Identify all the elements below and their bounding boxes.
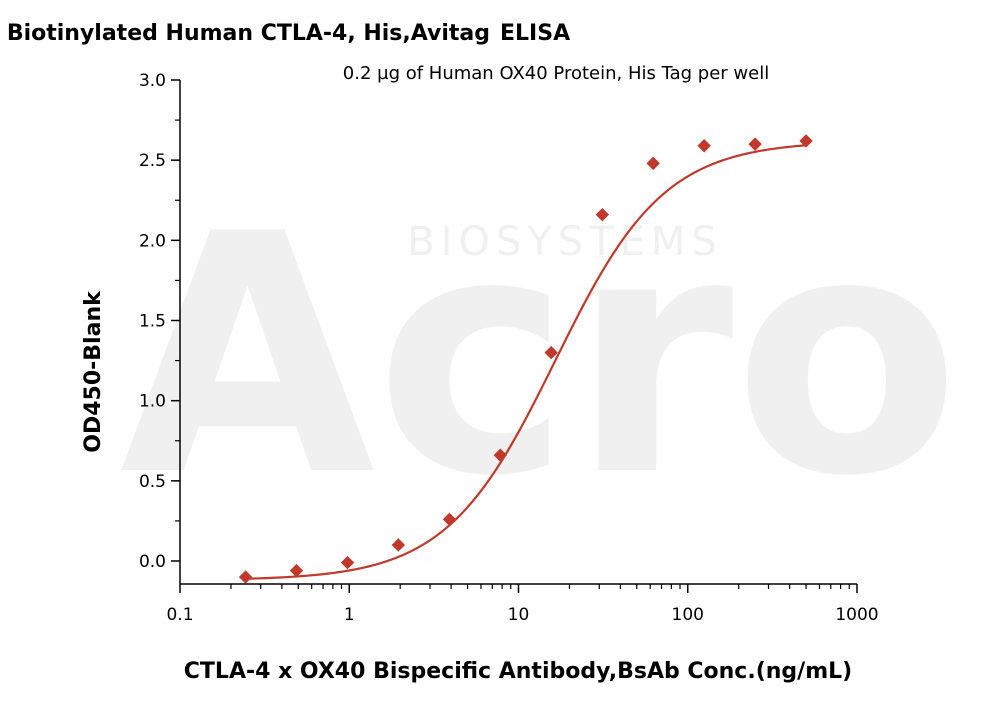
data-point [748, 137, 762, 151]
y-tick-label: 0.0 [139, 552, 166, 572]
data-point [391, 538, 406, 552]
axes: 0.0 0.5 1.0 1.5 2.0 2.5 3.0 0.1 1 10 100 1000 [139, 71, 879, 625]
data-point [238, 570, 253, 584]
fit-curve [245, 144, 807, 580]
fit-curve-layer [245, 144, 807, 580]
x-tick-label: 1000 [835, 605, 878, 625]
x-axis-label: CTLA-4 x OX40 Bispecific Antibody,BsAb C… [184, 659, 852, 684]
y-axis-label: OD450-Blank [81, 290, 106, 453]
y-tick-label: 0.5 [139, 472, 166, 492]
y-tick-label: 3.0 [139, 71, 166, 91]
chart-title-suffix: ELISA [500, 21, 570, 46]
watermark-main: Acro [120, 164, 960, 548]
y-tick-label: 1.0 [139, 392, 166, 412]
watermark-sub: BIOSYSTEMS [407, 219, 723, 265]
data-point [595, 207, 610, 222]
x-tick-label: 100 [672, 605, 704, 625]
chart-title: Biotinylated Human CTLA-4, His,Avitag [7, 21, 490, 46]
x-tick-label: 10 [508, 605, 530, 625]
data-point [544, 345, 558, 360]
data-points [238, 134, 813, 584]
data-point [799, 134, 813, 148]
data-point [289, 563, 304, 578]
chart-subtitle: 0.2 µg of Human OX40 Protein, His Tag pe… [343, 63, 769, 84]
data-point [493, 448, 508, 462]
y-tick-label: 1.5 [139, 312, 166, 332]
data-point [442, 512, 457, 527]
y-tick-label: 2.0 [139, 231, 166, 251]
data-point [646, 156, 660, 171]
watermark: Acro BIOSYSTEMS [120, 164, 960, 548]
y-tick-label: 2.5 [139, 151, 166, 171]
data-point [697, 139, 711, 153]
data-point [340, 555, 355, 570]
x-tick-label: 0.1 [166, 605, 193, 625]
x-tick-label: 1 [344, 605, 355, 625]
